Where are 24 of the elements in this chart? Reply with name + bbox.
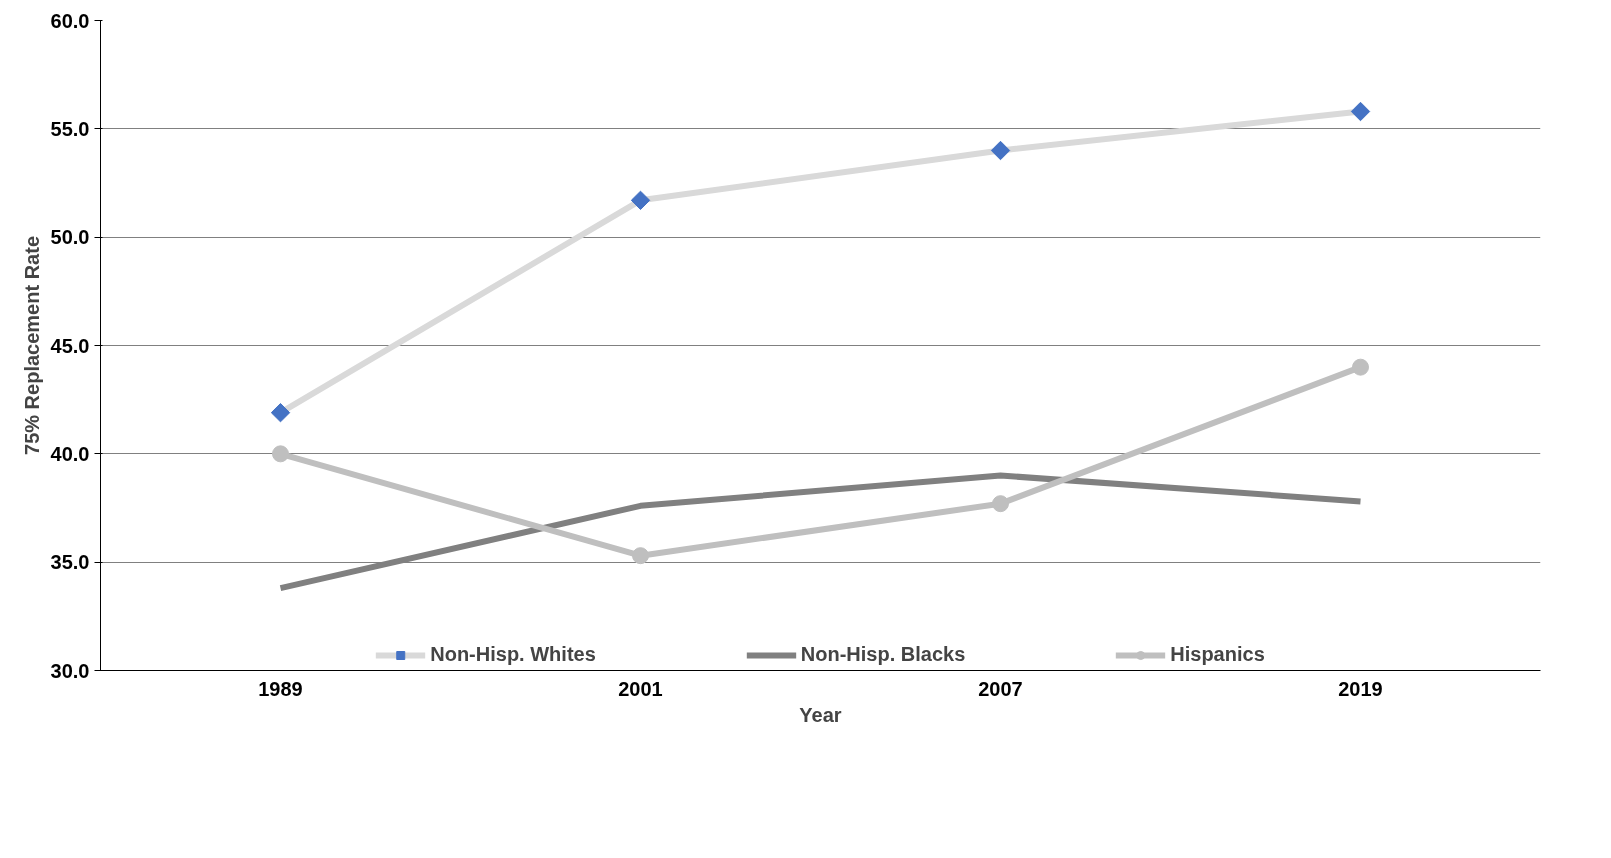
x-axis-title: Year (799, 703, 842, 726)
y-tick-label: 60.0 (50, 9, 90, 32)
x-tick-label: 2007 (978, 677, 1023, 700)
y-tick-label: 30.0 (50, 659, 90, 682)
x-tick-label: 2019 (1338, 677, 1383, 700)
y-tick-label: 35.0 (50, 551, 90, 574)
y-tick-label: 45.0 (50, 334, 90, 357)
x-tick-label: 1989 (258, 677, 303, 700)
legend-label: Non-Hisp. Blacks (800, 643, 966, 666)
x-tick-label: 2001 (618, 677, 663, 700)
point (1352, 358, 1369, 376)
legend-label: Hispanics (1170, 643, 1265, 666)
y-tick-label: 55.0 (50, 117, 90, 140)
y-axis-title: 75% Replacement Rate (20, 236, 43, 455)
point (1350, 101, 1371, 122)
point (992, 495, 1009, 513)
point (272, 445, 289, 463)
point (632, 547, 649, 565)
point (990, 140, 1011, 161)
legend-label: Non-Hisp. Whites (430, 643, 596, 666)
point (270, 402, 291, 423)
y-tick-label: 40.0 (50, 442, 90, 465)
y-tick-label: 50.0 (50, 226, 90, 249)
point (630, 190, 651, 211)
